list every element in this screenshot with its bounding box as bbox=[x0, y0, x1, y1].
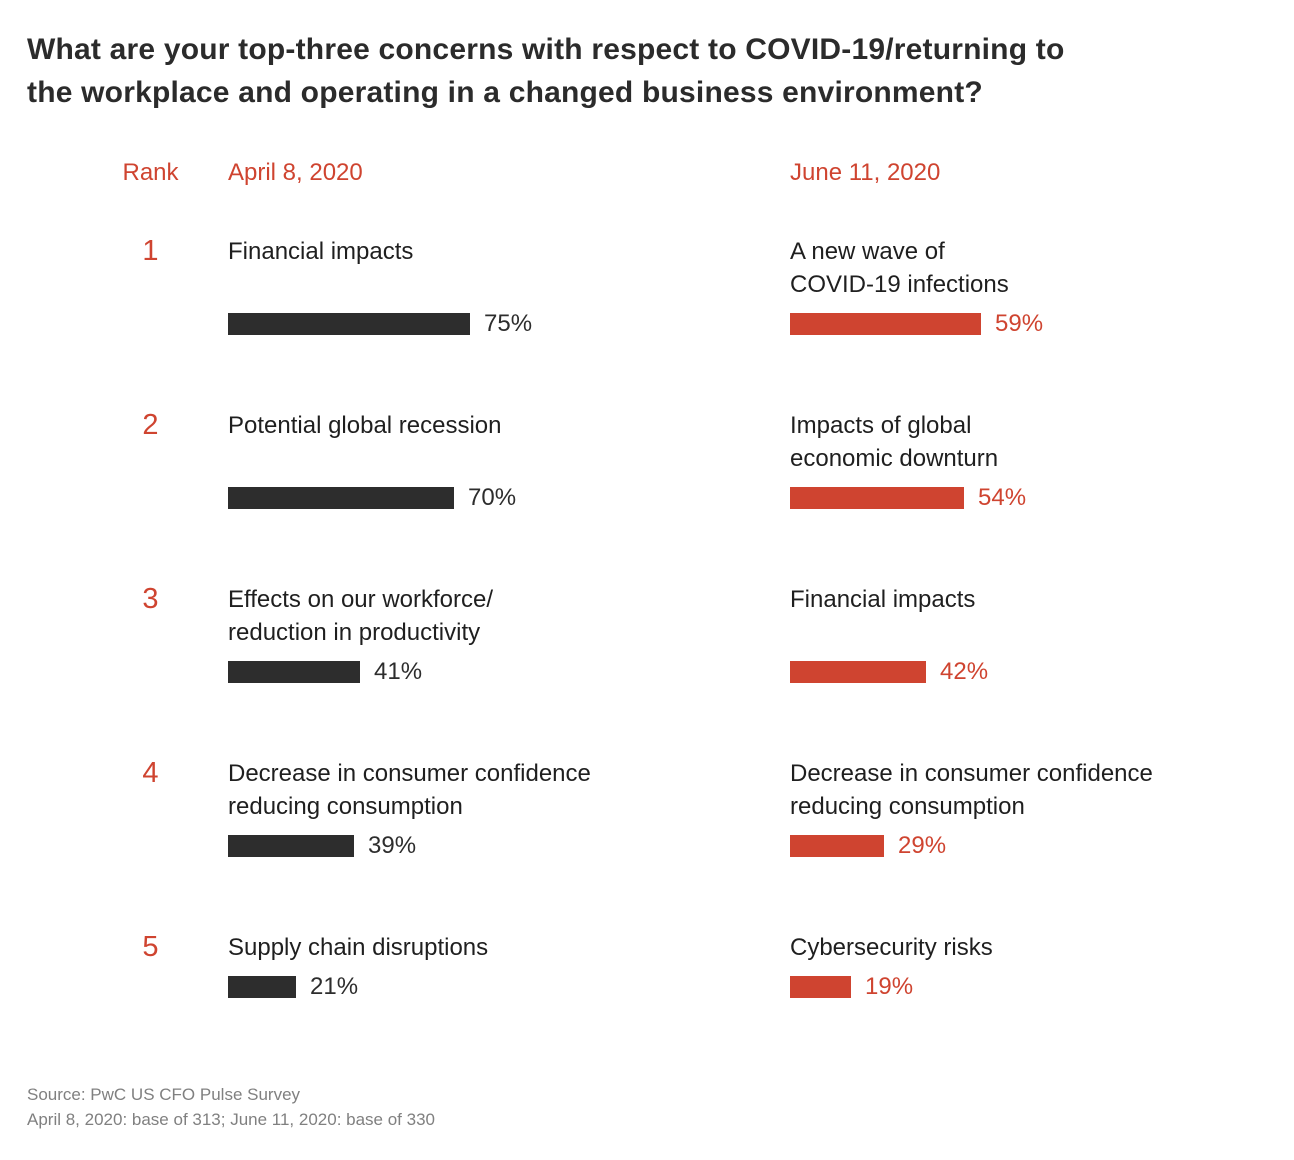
april-cell-5: Supply chain disruptions 21% bbox=[228, 931, 790, 1000]
rank-number: 3 bbox=[142, 583, 159, 615]
april-bar bbox=[228, 835, 354, 857]
april-concern-label: Potential global recession bbox=[228, 412, 502, 439]
june-bar-line: 19% bbox=[790, 973, 1267, 1000]
april-bar-value: 75% bbox=[484, 310, 533, 337]
chart-row-5: 5 Supply chain disruptions 21% Cybersecu… bbox=[27, 931, 1267, 1000]
june-bar-line: 42% bbox=[790, 658, 1267, 685]
june-bar bbox=[790, 661, 926, 683]
april-bar-line: 21% bbox=[228, 973, 790, 1000]
june-bar bbox=[790, 976, 851, 998]
chart-row-4: 4 Decrease in consumer confidence reduci… bbox=[27, 757, 1267, 859]
june-cell-4: Decrease in consumer confidence reducing… bbox=[790, 757, 1267, 859]
april-cell-4: Decrease in consumer confidence reducing… bbox=[228, 757, 790, 859]
june-bar-value: 59% bbox=[995, 310, 1044, 337]
june-concern-label: Decrease in consumer confidence reducing… bbox=[790, 760, 1153, 820]
june-concern-label: Cybersecurity risks bbox=[790, 934, 993, 961]
april-concern-label: Financial impacts bbox=[228, 238, 414, 265]
april-bar-line: 70% bbox=[228, 484, 790, 511]
june-bar bbox=[790, 835, 884, 857]
chart-row-3: 3 Effects on our workforce/ reduction in… bbox=[27, 583, 1267, 685]
source-note: Source: PwC US CFO Pulse Survey April 8,… bbox=[27, 1082, 1267, 1132]
april-cell-3: Effects on our workforce/ reduction in p… bbox=[228, 583, 790, 685]
column-header-rank: Rank bbox=[122, 159, 179, 186]
june-cell-3: Financial impacts 42% bbox=[790, 583, 1267, 685]
column-header-april: April 8, 2020 bbox=[228, 159, 363, 186]
april-bar-line: 41% bbox=[228, 658, 790, 685]
rank-number: 4 bbox=[142, 757, 159, 789]
april-bar bbox=[228, 976, 296, 998]
chart-row-2: 2 Potential global recession 70% Impacts… bbox=[27, 409, 1267, 511]
rank-number: 1 bbox=[142, 235, 159, 267]
june-cell-1: A new wave of COVID-19 infections 59% bbox=[790, 235, 1267, 337]
june-concern-label: A new wave of COVID-19 infections bbox=[790, 238, 1009, 298]
source-line-1: Source: PwC US CFO Pulse Survey bbox=[27, 1085, 301, 1104]
rank-number: 5 bbox=[142, 931, 159, 963]
april-concern-label: Effects on our workforce/ reduction in p… bbox=[228, 586, 494, 646]
april-bar bbox=[228, 661, 360, 683]
june-bar-line: 54% bbox=[790, 484, 1267, 511]
april-bar-value: 39% bbox=[368, 832, 417, 859]
june-cell-2: Impacts of global economic downturn 54% bbox=[790, 409, 1267, 511]
column-header-june: June 11, 2020 bbox=[790, 159, 941, 186]
june-bar-value: 19% bbox=[865, 973, 914, 1000]
april-bar-line: 75% bbox=[228, 310, 790, 337]
april-concern-label: Decrease in consumer confidence reducing… bbox=[228, 760, 591, 820]
source-line-2: April 8, 2020: base of 313; June 11, 202… bbox=[27, 1110, 435, 1129]
june-bar-value: 29% bbox=[898, 832, 947, 859]
chart-row-1: 1 Financial impacts 75% A new wave of CO… bbox=[27, 235, 1267, 337]
april-cell-1: Financial impacts 75% bbox=[228, 235, 790, 337]
june-concern-label: Impacts of global economic downturn bbox=[790, 412, 999, 472]
june-bar-line: 29% bbox=[790, 832, 1267, 859]
june-bar bbox=[790, 313, 981, 335]
column-headers: Rank April 8, 2020 June 11, 2020 bbox=[27, 158, 1267, 187]
june-bar-line: 59% bbox=[790, 310, 1267, 337]
april-concern-label: Supply chain disruptions bbox=[228, 934, 489, 961]
april-bar-line: 39% bbox=[228, 832, 790, 859]
page-title: What are your top-three concerns with re… bbox=[27, 33, 1065, 109]
june-bar-value: 42% bbox=[940, 658, 989, 685]
april-cell-2: Potential global recession 70% bbox=[228, 409, 790, 511]
june-bar-value: 54% bbox=[978, 484, 1027, 511]
april-bar-value: 21% bbox=[310, 973, 359, 1000]
april-bar-value: 70% bbox=[468, 484, 517, 511]
june-cell-5: Cybersecurity risks 19% bbox=[790, 931, 1267, 1000]
rank-number: 2 bbox=[142, 409, 159, 441]
june-concern-label: Financial impacts bbox=[790, 586, 976, 613]
june-bar bbox=[790, 487, 964, 509]
april-bar-value: 41% bbox=[374, 658, 423, 685]
april-bar bbox=[228, 313, 470, 335]
april-bar bbox=[228, 487, 454, 509]
